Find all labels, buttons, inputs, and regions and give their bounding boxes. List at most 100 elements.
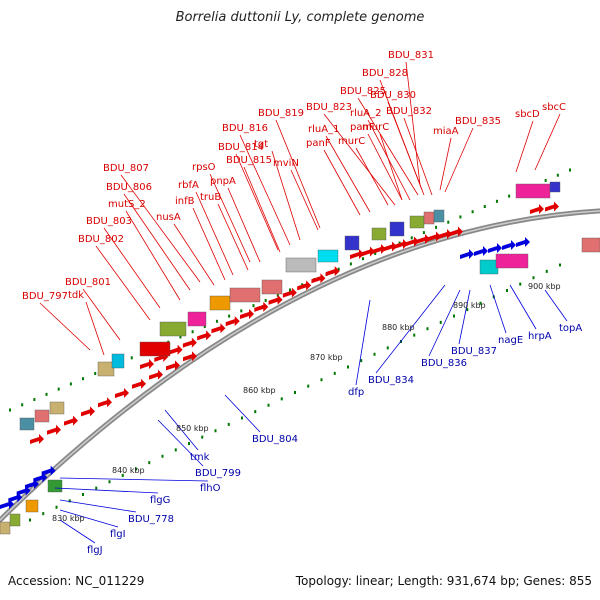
forward-gene-label: BDU_828 [362, 68, 408, 79]
label-pointer [444, 127, 474, 193]
forward-gene-arrow [183, 351, 197, 362]
tick-dot [69, 382, 72, 386]
feature-box [19, 417, 35, 431]
tick-dot [254, 410, 257, 414]
tick-dot [556, 173, 559, 177]
forward-gene-label: BDU_807 [103, 163, 149, 174]
tick-dot [495, 199, 498, 203]
reverse-gene-label: dfp [348, 387, 364, 398]
tick-dot [68, 499, 71, 503]
tick-dot [398, 241, 401, 245]
tick-dot [42, 512, 45, 516]
forward-gene-label: rbfA [178, 180, 199, 191]
forward-gene-label: BDU_802 [78, 234, 124, 245]
forward-gene-label: panF [350, 122, 375, 133]
label-pointer [164, 409, 199, 451]
tick-dot [188, 442, 190, 445]
kbp-tick-label: 880 kbp [382, 323, 415, 332]
reverse-gene-label: BDU_836 [421, 358, 467, 369]
reverse-gene-arrow [460, 249, 474, 259]
kbp-tick-label: 900 kbp [528, 282, 561, 291]
feature-box [229, 287, 261, 303]
tick-dot [544, 178, 547, 182]
forward-gene-arrow [282, 287, 297, 298]
forward-gene-label: miaA [433, 126, 459, 137]
tick-dot [519, 282, 522, 286]
feature-box [389, 221, 405, 237]
tick-dot [161, 454, 164, 458]
tick-dot [55, 505, 58, 509]
forward-gene-arrow [311, 273, 326, 284]
feature-box [423, 211, 435, 225]
tick-dot [337, 267, 340, 271]
feature-box [409, 215, 425, 229]
label-pointer [405, 61, 421, 186]
forward-gene-label: BDU_835 [455, 116, 501, 127]
forward-gene-arrow [427, 231, 441, 242]
tick-dot [94, 371, 97, 375]
tick-dot [471, 210, 474, 214]
tick-dot [466, 308, 469, 312]
reverse-gene-arrow [488, 243, 502, 253]
label-pointer [123, 193, 191, 291]
label-pointer [509, 284, 537, 330]
tick-dot [435, 225, 438, 229]
feature-box [209, 295, 231, 311]
tick-dot [294, 391, 296, 394]
reverse-gene-arrow [516, 237, 530, 247]
forward-gene-label: rpsO [192, 162, 216, 173]
label-pointer [227, 187, 261, 263]
tick-dot [241, 416, 243, 420]
forward-gene-arrow [325, 266, 340, 277]
forward-gene-arrow [394, 239, 408, 249]
feature-box [139, 341, 171, 357]
reverse-gene-label: BDU_799 [195, 468, 241, 479]
forward-gene-arrow [383, 241, 397, 252]
gene-features [0, 181, 600, 535]
label-pointer [387, 101, 425, 196]
feature-box [549, 181, 561, 193]
forward-gene-label: infB [175, 196, 195, 207]
reverse-gene-label: BDU_834 [368, 375, 414, 386]
feature-box [97, 361, 115, 377]
tick-dot [130, 356, 133, 360]
tick-dot [179, 335, 182, 339]
kbp-tick-label: 850 kbp [176, 424, 209, 433]
label-pointer [173, 223, 215, 286]
feature-box [9, 513, 21, 527]
forward-gene-label: BDU_832 [386, 106, 432, 117]
forward-gene-label: murC [362, 122, 389, 133]
feature-box [495, 253, 529, 269]
label-pointer [59, 499, 137, 513]
tick-dot [21, 403, 24, 407]
tick-dot [479, 301, 482, 305]
reverse-gene-arrow [41, 465, 56, 476]
feature-box [317, 249, 339, 263]
forward-gene-label: pnpA [210, 176, 236, 187]
forward-gene-arrow [545, 201, 559, 212]
label-pointer [209, 173, 251, 263]
forward-gene-label: rluA_2 [350, 108, 381, 119]
tick-dot [459, 215, 462, 219]
label-pointer [544, 289, 568, 322]
forward-gene-arrow [115, 388, 129, 398]
forward-gene-arrow [254, 301, 269, 312]
forward-gene-arrow [361, 246, 375, 257]
tick-dot [374, 251, 377, 255]
label-pointer [357, 97, 419, 196]
feature-box [49, 401, 65, 415]
forward-gene-label: BDU_803 [86, 216, 132, 227]
kbp-labels: 830 kbp 840 kbp 850 kbp 860 kbp 870 kbp 880 k… [52, 282, 561, 523]
forward-gene-label: sbcC [542, 102, 566, 113]
feature-box [285, 257, 317, 273]
forward-gene-arrow [372, 244, 386, 254]
forward-gene-arrow [132, 378, 146, 389]
forward-gene-arrow [182, 337, 197, 348]
forward-gene-label: BDU_819 [258, 108, 304, 119]
forward-gene-label: panF [306, 138, 331, 149]
forward-gene-arrow [81, 406, 95, 417]
reverse-gene-label: BDU_804 [252, 434, 298, 445]
reverse-gene-label: tmk [190, 452, 210, 463]
label-pointer [103, 227, 161, 309]
forward-gene-arrow [297, 280, 312, 291]
